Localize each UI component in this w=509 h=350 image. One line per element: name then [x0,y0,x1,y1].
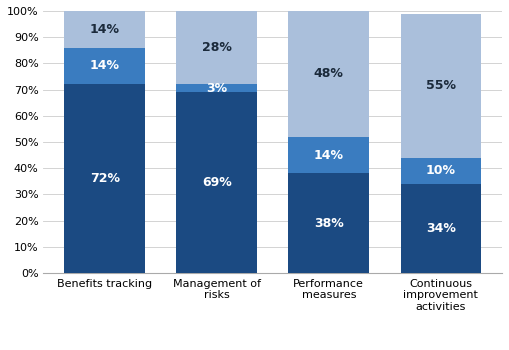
Text: 14%: 14% [90,60,120,72]
Text: 3%: 3% [206,82,227,95]
Text: 55%: 55% [426,79,456,92]
Bar [176,11,257,84]
Bar [289,173,369,273]
Bar [176,92,257,273]
Bar [64,11,145,48]
Text: 34%: 34% [426,222,456,235]
Text: 10%: 10% [426,164,456,177]
Text: 14%: 14% [90,23,120,36]
Bar [401,158,481,184]
Text: 48%: 48% [314,67,344,80]
Text: 28%: 28% [202,41,232,54]
Bar [64,48,145,84]
Bar [401,184,481,273]
Text: 72%: 72% [90,172,120,185]
Bar [289,137,369,173]
Text: 38%: 38% [314,217,344,230]
Bar [64,84,145,273]
Text: 14%: 14% [314,149,344,162]
Bar [176,84,257,92]
Bar [401,14,481,158]
Text: 69%: 69% [202,176,232,189]
Bar [289,11,369,137]
